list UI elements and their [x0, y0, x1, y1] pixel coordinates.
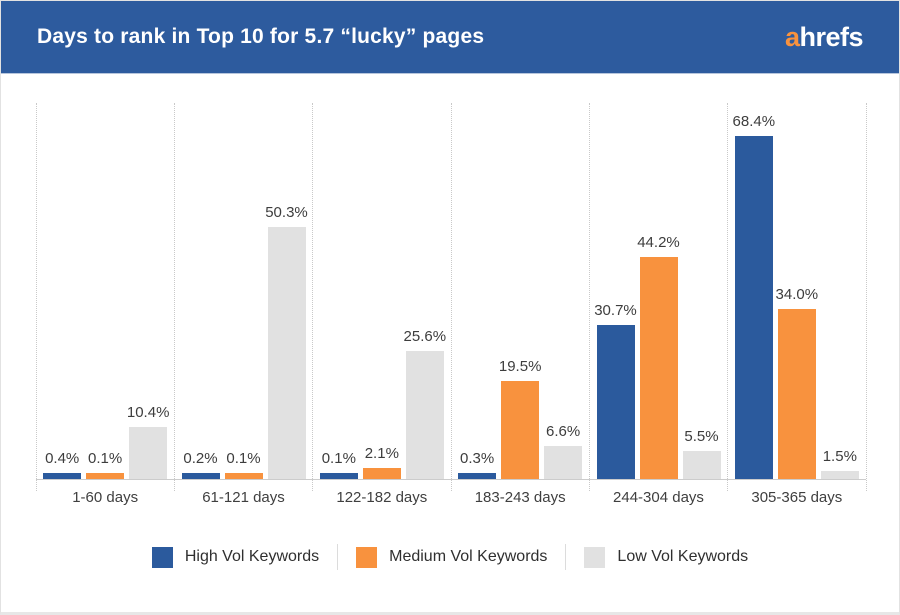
- bar-high-vol-keywords-122-182-days: [319, 473, 358, 479]
- bar-high-vol-keywords-1-60-days: [43, 473, 82, 479]
- bar-medium-vol-keywords-1-60-days: [86, 473, 125, 479]
- legend-divider: [565, 544, 567, 570]
- bar-value-label: 6.6%: [546, 423, 581, 440]
- bar-low-vol-keywords-1-60-days: [129, 427, 168, 479]
- bar-medium-vol-keywords-305-365-days: [777, 309, 816, 479]
- legend-item-high-vol-keywords: High Vol Keywords: [151, 546, 320, 568]
- legend: High Vol Keywords Medium Vol Keywords Low …: [1, 544, 899, 570]
- bar-value-label: 0.1%: [226, 450, 261, 467]
- x-axis-category-label: 244-304 days: [613, 489, 704, 506]
- bar-value-label: 0.4%: [45, 450, 80, 467]
- bar-low-vol-keywords-183-243-days: [544, 446, 583, 479]
- legend-item-medium-vol-keywords: Medium Vol Keywords: [356, 546, 548, 568]
- gridline: [35, 103, 37, 491]
- bar-medium-vol-keywords-61-121-days: [224, 473, 263, 479]
- bar-high-vol-keywords-244-304-days: [596, 325, 635, 479]
- gridline: [173, 103, 175, 491]
- bar-value-label: 0.1%: [321, 450, 356, 467]
- bar-high-vol-keywords-305-365-days: [734, 136, 773, 479]
- gridline: [312, 103, 314, 491]
- bar-medium-vol-keywords-244-304-days: [639, 257, 678, 479]
- gridline: [865, 103, 867, 491]
- bar-medium-vol-keywords-122-182-days: [362, 468, 401, 479]
- legend-swatch: [151, 546, 173, 568]
- gridline: [588, 103, 590, 491]
- bar-low-vol-keywords-305-365-days: [820, 471, 859, 479]
- bar-value-label: 19.5%: [498, 358, 542, 375]
- bar-value-label: 2.1%: [364, 445, 399, 462]
- bar-value-label: 0.2%: [183, 450, 218, 467]
- legend-item-label: High Vol Keywords: [184, 548, 320, 565]
- legend-item-label: Low Vol Keywords: [617, 548, 749, 565]
- bar-value-label: 30.7%: [594, 302, 637, 319]
- bar-value-label: 10.4%: [126, 404, 170, 421]
- bar-value-label: 25.6%: [403, 328, 447, 345]
- gridline: [450, 103, 452, 491]
- gridline: [727, 103, 729, 491]
- chart-title: Days to rank in Top 10 for 5.7 “lucky” p…: [37, 25, 485, 48]
- legend-divider: [337, 544, 339, 570]
- bar-medium-vol-keywords-183-243-days: [501, 381, 540, 479]
- bar-value-label: 34.0%: [775, 286, 819, 303]
- bar-value-label: 0.3%: [460, 450, 495, 467]
- bar-value-label: 44.2%: [637, 234, 680, 251]
- plot-area: 0.4% 0.1% 10.4% 1-60 days 0.2% 0.1% 50.3% 61-12…: [35, 103, 867, 506]
- bar-low-vol-keywords-244-304-days: [682, 451, 721, 479]
- legend-item-low-vol-keywords: Low Vol Keywords: [584, 546, 749, 568]
- bar-value-label: 1.5%: [822, 448, 857, 465]
- legend-swatch: [356, 546, 378, 568]
- x-axis-category-label: 122-182 days: [336, 489, 428, 506]
- bar-value-label: 50.3%: [265, 204, 308, 221]
- x-axis-category-label: 61-121 days: [202, 489, 285, 506]
- bar-value-label: 5.5%: [684, 428, 719, 445]
- header-bar: Days to rank in Top 10 for 5.7 “lucky” p…: [1, 1, 899, 74]
- x-axis-category-label: 1-60 days: [72, 489, 139, 506]
- ahrefs-logo-accent: a: [784, 21, 800, 52]
- x-axis-category-label: 183-243 days: [474, 489, 566, 506]
- bar-high-vol-keywords-183-243-days: [458, 473, 497, 479]
- bar-low-vol-keywords-61-121-days: [267, 227, 306, 479]
- bar-high-vol-keywords-61-121-days: [181, 473, 220, 479]
- legend-item-label: Medium Vol Keywords: [389, 548, 548, 565]
- x-axis-category-label: 305-365 days: [751, 489, 843, 506]
- bar-value-label: 68.4%: [732, 113, 776, 130]
- bar-value-label: 0.1%: [88, 450, 123, 467]
- legend-swatch: [584, 546, 606, 568]
- ahrefs-logo: ahrefs: [784, 21, 864, 53]
- bar-low-vol-keywords-122-182-days: [405, 351, 444, 479]
- ahrefs-logo-rest: hrefs: [799, 21, 863, 52]
